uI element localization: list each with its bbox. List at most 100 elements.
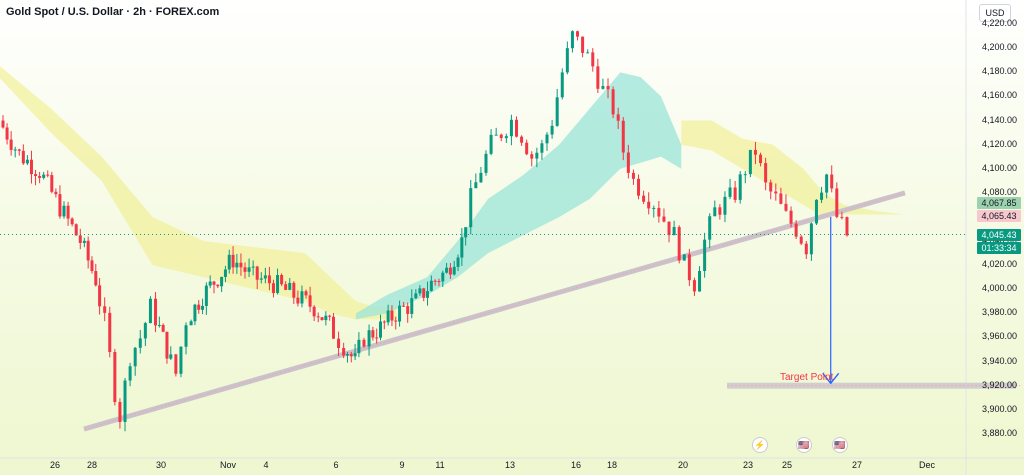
candle	[820, 186, 824, 204]
candle	[169, 346, 173, 361]
candle	[764, 157, 768, 191]
us-flag-icon[interactable]: 🇺🇸	[832, 437, 848, 453]
candle	[103, 297, 107, 322]
candle	[677, 225, 681, 264]
lightning-icon[interactable]: ⚡	[752, 437, 768, 453]
candle	[576, 30, 580, 41]
x-tick-label: Dec	[918, 460, 936, 470]
candle	[692, 277, 696, 297]
candle	[263, 267, 267, 284]
candle	[560, 68, 564, 100]
candle	[74, 223, 78, 236]
candle	[38, 171, 42, 184]
candle	[324, 311, 328, 326]
candle	[320, 317, 324, 321]
candle	[525, 139, 529, 156]
currency-button[interactable]: USD	[979, 4, 1011, 22]
target-point-label: Target Point	[780, 372, 834, 383]
candle	[814, 199, 818, 225]
candle	[611, 86, 615, 119]
candle	[34, 169, 38, 186]
us-flag-icon[interactable]: 🇺🇸	[796, 437, 812, 453]
candle	[759, 152, 763, 167]
candle	[349, 351, 353, 363]
candle	[394, 316, 398, 330]
candle	[825, 173, 829, 199]
candle	[42, 171, 46, 180]
candle	[637, 174, 641, 200]
x-tick-label: 27	[851, 460, 863, 470]
candle	[143, 321, 147, 347]
candle	[402, 301, 406, 307]
candle	[362, 337, 366, 348]
candle	[386, 304, 390, 326]
candle	[687, 248, 691, 287]
candle	[426, 281, 430, 306]
x-tick-label: Nov	[219, 460, 237, 470]
candle	[255, 265, 259, 290]
candle	[9, 131, 13, 156]
candle	[70, 217, 74, 227]
candle	[375, 328, 379, 344]
x-tick-label: 16	[570, 460, 582, 470]
candle	[50, 171, 54, 194]
candle	[464, 227, 468, 246]
candle	[738, 171, 742, 204]
candle	[367, 324, 371, 356]
y-tick-label: 4,100.00	[982, 162, 1018, 173]
candle	[509, 114, 513, 146]
candle	[90, 256, 94, 274]
price-label-box: 4,065.43	[977, 210, 1021, 223]
candle	[379, 314, 383, 341]
candle	[789, 206, 793, 228]
candle	[555, 88, 559, 127]
candle	[197, 300, 201, 314]
candle	[220, 276, 224, 293]
y-tick-label: 3,920.00	[982, 379, 1018, 390]
candle	[345, 351, 349, 363]
x-tick-label: 23	[742, 460, 754, 470]
candle	[422, 287, 426, 302]
x-tick-label: 11	[435, 460, 445, 470]
x-tick-label: 9	[399, 460, 405, 470]
candle	[626, 144, 630, 179]
candle	[494, 127, 498, 136]
candle	[414, 289, 418, 300]
candle	[308, 286, 312, 313]
candle	[657, 200, 661, 223]
candle	[189, 319, 193, 326]
candle	[128, 362, 132, 387]
candle	[441, 270, 445, 288]
y-tick-label: 4,160.00	[982, 90, 1018, 101]
y-tick-label: 4,200.00	[982, 42, 1018, 53]
candle	[840, 211, 844, 220]
y-tick-label: 4,000.00	[982, 283, 1018, 294]
candle	[382, 320, 386, 330]
y-tick-label: 3,980.00	[982, 307, 1018, 318]
candle	[499, 133, 503, 142]
candle	[1, 115, 5, 129]
candle	[179, 346, 183, 378]
candle	[223, 265, 227, 283]
candle	[591, 48, 595, 72]
candle	[5, 123, 9, 145]
candle	[662, 208, 666, 223]
y-tick-label: 3,940.00	[982, 355, 1018, 366]
candle	[201, 298, 205, 315]
candle	[809, 222, 813, 261]
candle	[774, 183, 778, 201]
candle	[642, 190, 646, 205]
candle	[29, 150, 33, 184]
candle	[312, 305, 316, 322]
candle	[133, 346, 137, 376]
candle	[62, 201, 66, 219]
candle	[157, 316, 161, 328]
candle	[433, 279, 437, 286]
candle	[212, 280, 216, 294]
cloud-bear-1	[0, 66, 397, 320]
x-tick-label: 6	[333, 460, 339, 470]
x-tick-label: 28	[86, 460, 98, 470]
candle	[300, 285, 304, 308]
candle	[243, 262, 247, 279]
